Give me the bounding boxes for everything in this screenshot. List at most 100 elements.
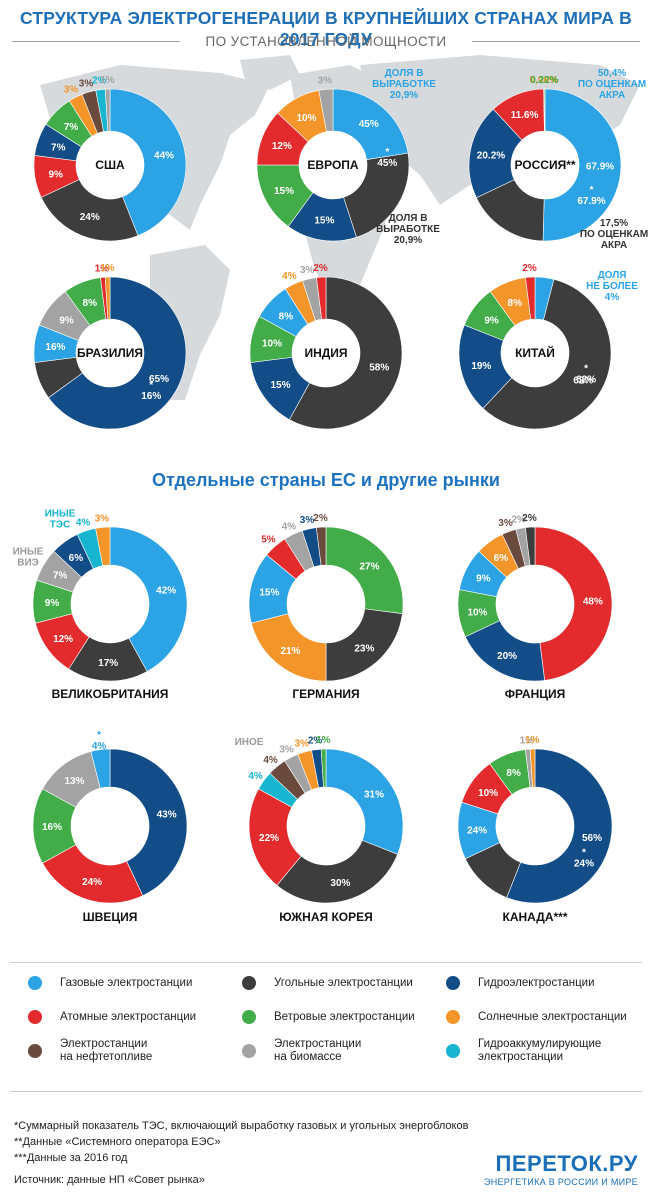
country-label: БРАЗИЛИЯ bbox=[77, 346, 143, 360]
slice-label-outside: 2% bbox=[522, 513, 537, 524]
slice-label: 9% bbox=[59, 315, 74, 326]
slice-label: 67.9% bbox=[586, 162, 614, 173]
slice-label: 6% bbox=[494, 553, 509, 564]
slice-label: 8% bbox=[83, 298, 98, 309]
country-label: ГЕРМАНИЯ bbox=[292, 687, 359, 701]
slice-label-outside: 2% bbox=[313, 263, 328, 274]
slice-label-outside: 3% bbox=[300, 515, 315, 526]
slice-label: 7% bbox=[53, 570, 68, 581]
slice-label: 15% bbox=[274, 186, 294, 197]
slice-label: 42% bbox=[156, 586, 176, 597]
annotation-korea-bio: ИНОЕ bbox=[235, 737, 264, 748]
footnote-2: **Данные «Системного оператора ЕЭС» bbox=[14, 1136, 221, 1148]
slice-label: 15% bbox=[314, 215, 334, 226]
slice-label: 10% bbox=[296, 113, 316, 124]
donut-hole bbox=[496, 565, 574, 643]
slice-label: 9% bbox=[484, 315, 499, 326]
slice-label-outside: 2% bbox=[308, 736, 323, 747]
slice-label-outside: 4% bbox=[76, 517, 91, 528]
donut-chart-1 bbox=[256, 88, 410, 242]
donut-hole bbox=[76, 319, 144, 387]
legend-swatch-wind bbox=[242, 1010, 256, 1024]
slice-label: 15% bbox=[271, 380, 291, 391]
slice-label: 65% bbox=[149, 374, 169, 385]
legend-swatch-solar bbox=[446, 1010, 460, 1024]
country-label: ЕВРОПА bbox=[307, 158, 358, 172]
slice-label-outside: 2% bbox=[522, 263, 537, 274]
slice-label-outside: 1% bbox=[100, 75, 115, 86]
slice-label: 12% bbox=[272, 141, 292, 152]
slice-label: 10% bbox=[262, 339, 282, 350]
annotation-uk-bio: ИНЫЕ ВИЭ bbox=[13, 547, 44, 569]
slice-label-outside: 4% bbox=[282, 521, 297, 532]
country-label: ИНДИЯ bbox=[304, 346, 347, 360]
donut-chart-11 bbox=[457, 748, 613, 904]
annotation-europe-coal: ДОЛЯ В ВЫРАБОТКЕ 20,9% bbox=[376, 213, 440, 246]
slice-label-outside: 4% bbox=[263, 755, 278, 766]
slice-label: 8% bbox=[506, 768, 521, 779]
section-title-eu: Отдельные страны ЕС и другие рынки bbox=[151, 470, 500, 490]
slice-label: 24% bbox=[467, 826, 487, 837]
legend-swatch-hydro bbox=[446, 976, 460, 990]
donut-hole bbox=[292, 319, 360, 387]
country-label: КИТАЙ bbox=[515, 345, 555, 360]
brand-logo[interactable]: ПЕРЕТОК.РУ ЭНЕРГЕТИКА В РОССИИ И МИРЕ bbox=[484, 1151, 638, 1187]
donut-hole bbox=[71, 787, 149, 865]
combined-label: * 16% bbox=[141, 380, 161, 402]
slice-label-outside: 1% bbox=[100, 263, 115, 274]
slice-label-outside: 1% bbox=[525, 735, 540, 746]
slice-label: 44% bbox=[154, 151, 174, 162]
annotation-russia-gas: 50,4% ПО ОЦЕНКАМ АКРА bbox=[578, 68, 646, 101]
slice-label: 10% bbox=[467, 607, 487, 618]
donut-hole bbox=[511, 131, 579, 199]
charts-layer: 44%24%9%7%7%3%3%2%1%США45%15%15%12%10%3%… bbox=[13, 68, 649, 924]
country-label: ЮЖНАЯ КОРЕЯ bbox=[279, 910, 373, 924]
slice-label: 24% bbox=[80, 212, 100, 223]
legend-label-bio: Электростанции на биомассе bbox=[274, 1038, 362, 1063]
slice-label: 12% bbox=[53, 634, 73, 645]
donut-chart-2 bbox=[468, 88, 622, 242]
annotation-china-gas: ДОЛЯ НЕ БОЛЕЕ 4% bbox=[586, 270, 638, 303]
annotation-europe-gas: ДОЛЯ В ВЫРАБОТКЕ 20,9% bbox=[372, 68, 436, 101]
slice-label: 48% bbox=[583, 596, 603, 607]
country-label: ВЕЛИКОБРИТАНИЯ bbox=[52, 687, 169, 701]
country-label: ФРАНЦИЯ bbox=[505, 687, 566, 701]
slice-label-outside: 0.22% bbox=[530, 75, 558, 86]
donut-hole bbox=[496, 787, 574, 865]
legend-label-oil: Электростанции на нефтетопливе bbox=[60, 1038, 153, 1063]
donut-hole bbox=[501, 319, 569, 387]
combined-label: * 24% bbox=[574, 848, 594, 870]
country-label: ШВЕЦИЯ bbox=[83, 910, 138, 924]
legend-swatch-gas bbox=[28, 976, 42, 990]
slice-label-outside: 4% bbox=[248, 771, 263, 782]
legend-label-pumped: Гидроаккумулирующие электростанции bbox=[478, 1038, 602, 1063]
slice-label-outside: 1% bbox=[316, 735, 331, 746]
slice-label: 27% bbox=[359, 562, 379, 573]
slice-label: 6% bbox=[69, 553, 84, 564]
slice-label-outside: 3% bbox=[300, 265, 315, 276]
donut-chart-8 bbox=[457, 526, 613, 682]
slice-label: 30% bbox=[330, 878, 350, 889]
slice-label-outside: 4% bbox=[282, 271, 297, 282]
slice-label-outside: 3% bbox=[64, 84, 79, 95]
legend-label-coal: Угольные электростанции bbox=[274, 976, 413, 989]
slice-label: 31% bbox=[364, 789, 384, 800]
slice-label-outside: 5% bbox=[261, 535, 276, 546]
slice-label: 62% bbox=[573, 375, 593, 386]
slice-label-outside: 2% bbox=[511, 515, 526, 526]
donut-hole bbox=[71, 565, 149, 643]
annotation-uk-pumped: ИНЫЕ ТЭС bbox=[45, 509, 76, 531]
legend-swatch-oil bbox=[28, 1044, 42, 1058]
legend-swatch-nuclear bbox=[28, 1010, 42, 1024]
donut-hole bbox=[287, 565, 365, 643]
slice-label: 7% bbox=[64, 122, 79, 133]
slice-label: 8% bbox=[279, 311, 294, 322]
slice-label: 19% bbox=[471, 361, 491, 372]
slice-label-outside: 1% bbox=[95, 263, 110, 274]
donut-chart-9 bbox=[32, 748, 188, 904]
legend: Газовые электростанции Угольные электрост… bbox=[10, 962, 642, 1092]
slice-label: 9% bbox=[45, 598, 60, 609]
slice-label: 16% bbox=[42, 822, 62, 833]
slice-label: 13% bbox=[64, 776, 84, 787]
legend-swatch-coal bbox=[242, 976, 256, 990]
